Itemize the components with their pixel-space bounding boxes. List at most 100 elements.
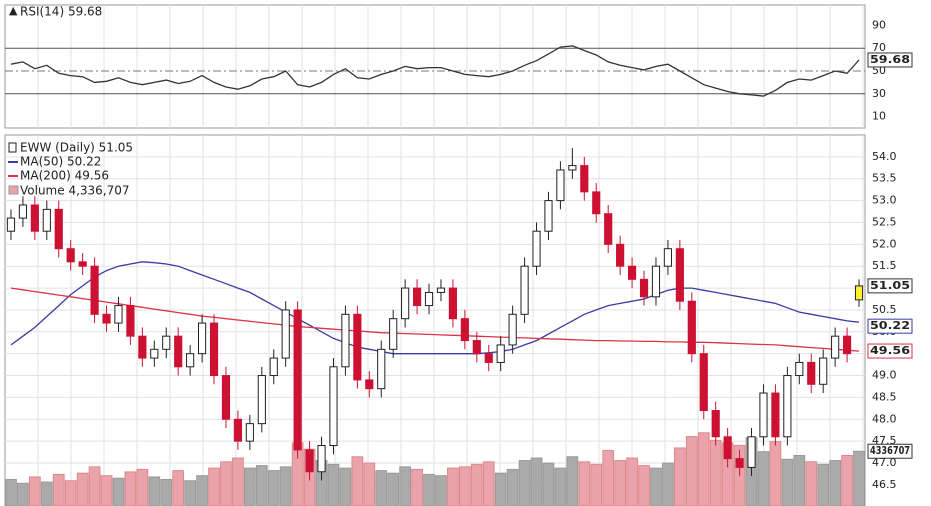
price-panel xyxy=(4,134,866,506)
candle-body xyxy=(209,322,219,377)
volume-bar xyxy=(5,478,17,506)
candle-body xyxy=(269,357,278,377)
candle-body xyxy=(568,165,577,171)
candle-body xyxy=(448,287,458,320)
moving-average xyxy=(10,261,860,355)
volume-bar xyxy=(243,467,256,506)
volume-bar xyxy=(650,467,662,506)
value-tag xyxy=(867,443,913,459)
candle-body xyxy=(245,423,254,442)
volume-bar xyxy=(351,456,364,506)
legend-label: EWW (Daily) 51.05 xyxy=(20,141,133,155)
candle-body xyxy=(544,200,553,232)
candle-body xyxy=(341,313,350,368)
candle-body xyxy=(389,318,398,350)
volume-bar xyxy=(387,472,400,506)
legend-label: MA(50) 50.22 xyxy=(20,155,101,169)
candle-body xyxy=(221,375,231,420)
y-tick-label: 48.0 xyxy=(872,412,897,425)
y-tick-label: 53.5 xyxy=(872,172,897,185)
volume-bar xyxy=(458,466,471,506)
volume-bar xyxy=(411,468,423,506)
candle-body xyxy=(819,357,828,385)
y-tick-label: 48.5 xyxy=(872,390,897,403)
candle-body xyxy=(496,344,505,363)
value-tag xyxy=(867,343,913,359)
candle-body xyxy=(162,335,171,350)
volume-bar xyxy=(124,471,137,506)
volume-bar xyxy=(40,481,53,506)
volume-bar xyxy=(64,480,77,506)
candle-body xyxy=(711,410,720,438)
rsi-panel xyxy=(4,4,866,129)
candle-body xyxy=(18,204,28,219)
volume-bar xyxy=(829,460,842,506)
volume-bar xyxy=(255,465,268,506)
y-tick-label: 49.0 xyxy=(872,369,897,382)
candle-body xyxy=(556,169,565,202)
candle-body xyxy=(377,348,386,390)
value-tag xyxy=(867,278,913,294)
y-tick-label: 52.0 xyxy=(872,237,897,250)
legend-label: RSI(14) 59.68 xyxy=(20,5,102,19)
volume-bar xyxy=(470,463,483,506)
candle-body xyxy=(843,335,852,355)
volume-bar xyxy=(805,461,818,506)
y-tick-label: 50.5 xyxy=(872,303,897,316)
candle-body xyxy=(508,313,517,346)
candle-body xyxy=(353,313,362,381)
volume-bar xyxy=(375,470,388,506)
candle-body xyxy=(257,375,266,425)
volume-bar xyxy=(327,463,340,506)
volume-bar xyxy=(172,470,185,506)
volume-bar xyxy=(554,467,567,506)
rsi-line xyxy=(10,45,860,97)
volume-bar xyxy=(423,473,435,506)
candle-body xyxy=(293,309,302,451)
candle-body xyxy=(687,300,696,355)
candle-body xyxy=(795,361,804,377)
candle-body xyxy=(604,213,613,245)
candle-body xyxy=(735,458,744,468)
candle-body xyxy=(580,165,589,193)
candle-body xyxy=(401,287,410,320)
legend-icon: ▲ xyxy=(9,4,18,17)
volume-bar xyxy=(841,455,853,506)
candle-body xyxy=(783,375,792,438)
candle-body xyxy=(198,322,207,355)
candle-body xyxy=(472,340,481,355)
volume-bar xyxy=(100,475,113,506)
volume-bar xyxy=(530,457,543,506)
y-tick-label: 46.5 xyxy=(872,478,897,491)
candle-body xyxy=(699,353,708,412)
candle-body xyxy=(78,261,87,267)
volume-bar xyxy=(279,466,292,506)
value-tag xyxy=(867,318,913,334)
y-tick-label: 90 xyxy=(872,18,886,31)
volume-bar xyxy=(17,482,29,506)
value-tag-label: 4336707 xyxy=(870,444,910,457)
volume-bar xyxy=(267,470,280,506)
candle-body xyxy=(532,230,541,267)
legend-swatch xyxy=(8,185,19,195)
volume-bar xyxy=(220,461,232,506)
volume-bar xyxy=(136,468,149,506)
candle-body xyxy=(424,291,434,307)
volume-bar xyxy=(494,472,507,506)
volume-bar xyxy=(578,461,591,506)
candle-body xyxy=(281,309,290,359)
candle-body xyxy=(102,313,111,324)
volume-bar xyxy=(88,466,101,506)
candle-body xyxy=(138,335,147,359)
volume-bar xyxy=(208,467,220,506)
volume-bar xyxy=(518,460,531,506)
volume-bar xyxy=(638,465,650,506)
volume-bar xyxy=(566,456,579,506)
y-tick-label: 70 xyxy=(872,41,886,54)
candle-body xyxy=(317,445,326,473)
candle-body xyxy=(520,265,529,315)
candle-body xyxy=(436,287,446,293)
legend-label: MA(200) 49.56 xyxy=(20,169,109,183)
y-tick-label: 10 xyxy=(872,110,886,123)
